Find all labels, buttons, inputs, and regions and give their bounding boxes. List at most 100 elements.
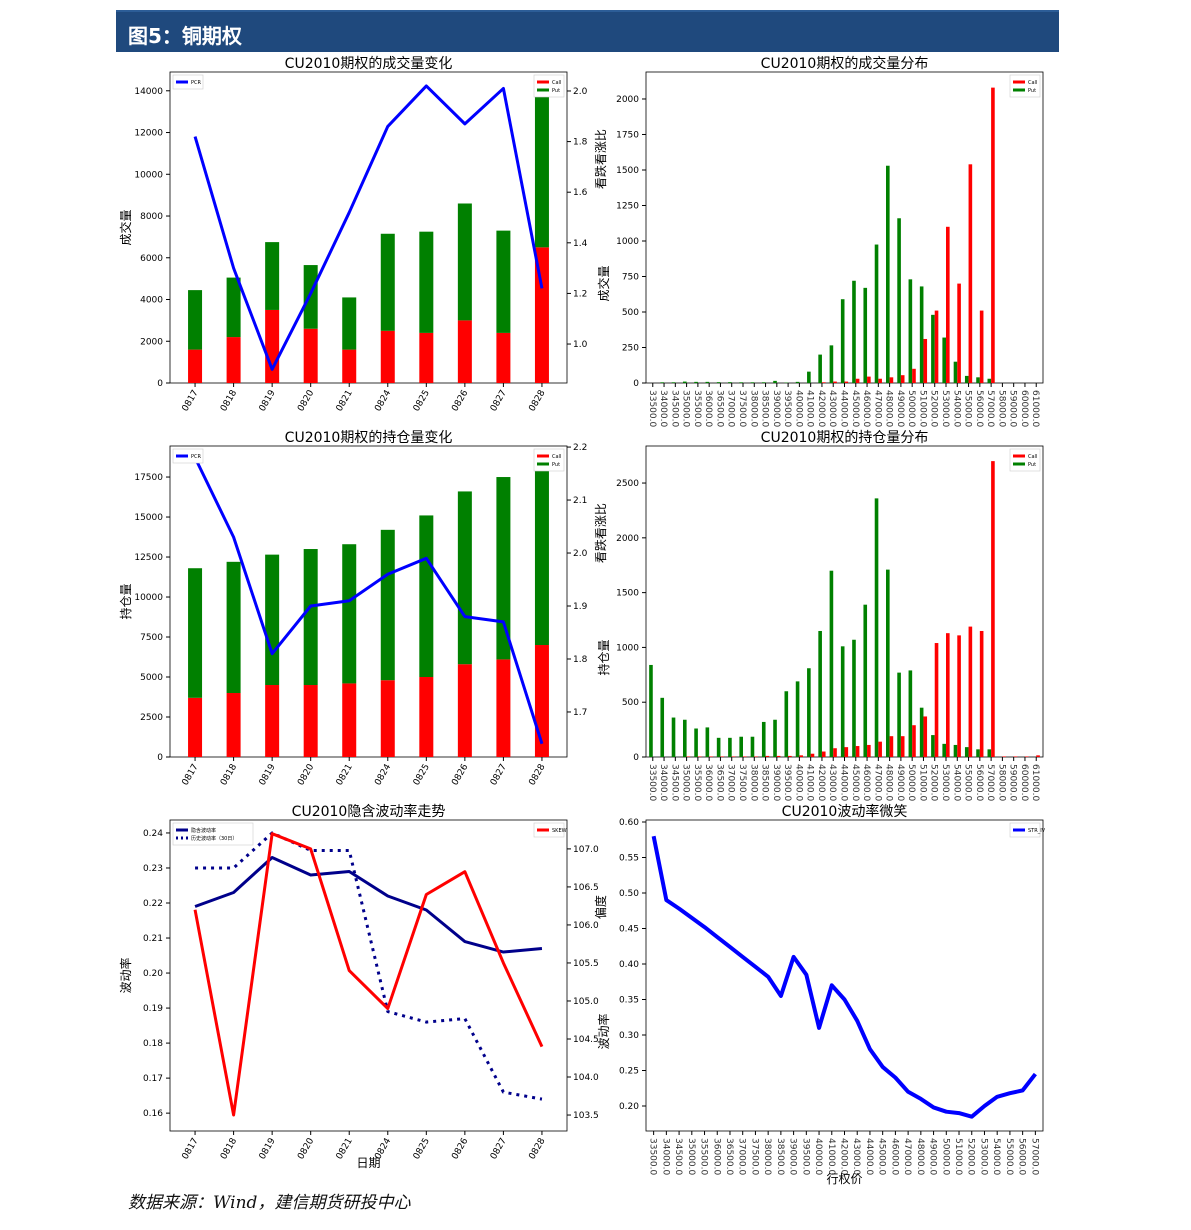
legend-label: 历史波动率（30日） — [191, 835, 237, 842]
x-tick-label: 44000.0 — [839, 390, 849, 427]
put-bar — [265, 554, 280, 686]
call-bar — [833, 381, 837, 383]
y2-axis-label: 看跌看涨比 — [593, 129, 608, 189]
y-tick-label: 0 — [633, 379, 639, 389]
x-tick-label: 36000.0 — [711, 1138, 721, 1175]
call-bar — [867, 376, 871, 383]
call-bar — [1036, 755, 1040, 757]
x-tick-label: 0827 — [489, 763, 509, 788]
y-tick-label: 0.25 — [619, 1067, 639, 1077]
put-bar — [457, 203, 472, 321]
y-tick-label: 4000 — [140, 296, 163, 306]
put-bar — [534, 464, 549, 646]
put-bar — [739, 736, 743, 757]
chart-title: CU2010期权的持仓量分布 — [761, 430, 929, 446]
x-tick-label: 0824 — [373, 388, 393, 413]
put-bar — [964, 747, 969, 757]
hv-line — [195, 831, 543, 1101]
y-tick-label: 250 — [622, 343, 639, 353]
y2-tick-label: 2.0 — [573, 549, 588, 559]
x-tick-label: 52000.0 — [966, 1138, 976, 1175]
call-bar — [957, 635, 961, 757]
y2-tick-label: 104.0 — [573, 1073, 599, 1083]
put-bar — [705, 381, 710, 383]
x-tick-label: 53000.0 — [940, 390, 950, 427]
skew-line — [193, 832, 544, 1117]
y-tick-label: 10000 — [134, 593, 163, 603]
put-bar — [795, 381, 800, 383]
x-tick-label: 39500.0 — [800, 1138, 810, 1175]
x-tick-label: 38000.0 — [748, 764, 758, 801]
put-bar — [716, 737, 721, 757]
y2-tick-label: 107.0 — [573, 845, 599, 855]
put-bar — [705, 727, 710, 757]
x-tick-label: 57000.0 — [985, 764, 995, 801]
x-tick-label: 33500.0 — [648, 1138, 658, 1175]
chart-title: CU2010期权的成交量分布 — [761, 55, 929, 72]
y-tick-label: 0.21 — [143, 934, 163, 944]
x-tick-label: 0825 — [412, 763, 432, 788]
x-tick-label: 55000.0 — [963, 764, 973, 801]
call-bar — [912, 725, 916, 757]
put-bar — [953, 361, 958, 383]
x-tick-label: 33500.0 — [647, 764, 657, 801]
y-tick-label: 0.17 — [143, 1074, 163, 1084]
call-bar — [342, 683, 357, 757]
put-bar — [863, 604, 868, 757]
x-tick-label: 49000.0 — [895, 390, 905, 427]
x-tick-label: 57000.0 — [985, 390, 995, 427]
x-tick-label: 57000.0 — [1029, 1138, 1039, 1175]
call-bar — [303, 685, 318, 757]
x-tick-label: 0827 — [489, 389, 509, 414]
legend-label: Call — [1028, 80, 1037, 86]
y-tick-label: 2500 — [140, 713, 163, 723]
put-bar — [682, 719, 687, 757]
y-tick-label: 0.24 — [143, 829, 163, 839]
put-bar — [773, 719, 777, 757]
y-tick-label: 17500 — [134, 473, 163, 483]
y-tick-label: 1500 — [616, 589, 639, 599]
put-bar — [303, 549, 318, 686]
x-tick-label: 52000.0 — [929, 764, 939, 801]
x-tick-label: 39000.0 — [788, 1138, 798, 1175]
x-tick-label: 53000.0 — [978, 1138, 988, 1175]
call-bar — [946, 633, 950, 757]
put-bar — [874, 498, 879, 757]
x-tick-label: 47000.0 — [872, 390, 882, 427]
x-tick-label: 54000.0 — [951, 764, 961, 801]
call-bar — [889, 377, 894, 383]
put-bar — [773, 380, 777, 383]
y2-axis-label: 看跌看涨比 — [593, 503, 608, 563]
put-bar — [942, 337, 947, 383]
call-bar — [419, 332, 434, 383]
figure-title: 图5：铜期权 — [128, 24, 242, 48]
y-axis-label: 波动率 — [596, 1013, 611, 1049]
put-bar — [931, 735, 935, 757]
x-tick-label: 43000.0 — [827, 390, 837, 427]
y-tick-label: 0 — [633, 753, 639, 763]
chart-title: CU2010隐含波动率走势 — [292, 803, 446, 820]
x-tick-label: 40000.0 — [813, 1138, 823, 1175]
x-tick-label: 0827 — [489, 1137, 509, 1162]
y-tick-label: 6000 — [140, 254, 163, 264]
y2-tick-label: 1.2 — [573, 289, 587, 299]
call-bar — [844, 747, 849, 757]
put-bar — [496, 477, 511, 660]
y2-tick-label: 2.1 — [573, 496, 587, 506]
x-tick-label: 46000.0 — [861, 390, 871, 427]
y-tick-label: 2000 — [616, 95, 639, 105]
pcr-line — [193, 84, 544, 371]
put-bar — [226, 277, 241, 338]
y2-tick-label: 1.9 — [573, 602, 588, 612]
y-axis-label: 持仓量 — [596, 639, 611, 675]
put-bar — [886, 569, 890, 757]
put-bar — [897, 218, 901, 383]
legend-label: 隐含波动率 — [191, 827, 216, 834]
put-bar — [188, 290, 203, 350]
x-tick-label: 42000.0 — [816, 764, 826, 801]
y-tick-label: 500 — [622, 698, 639, 708]
y-axis-label: 成交量 — [118, 209, 133, 245]
x-tick-label: 50000.0 — [906, 390, 916, 427]
chart-1: CU2010期权的成交量变化 0 2000 4000 6000 8000 10000 1200… — [118, 55, 608, 413]
x-tick-label: 0825 — [412, 389, 432, 414]
